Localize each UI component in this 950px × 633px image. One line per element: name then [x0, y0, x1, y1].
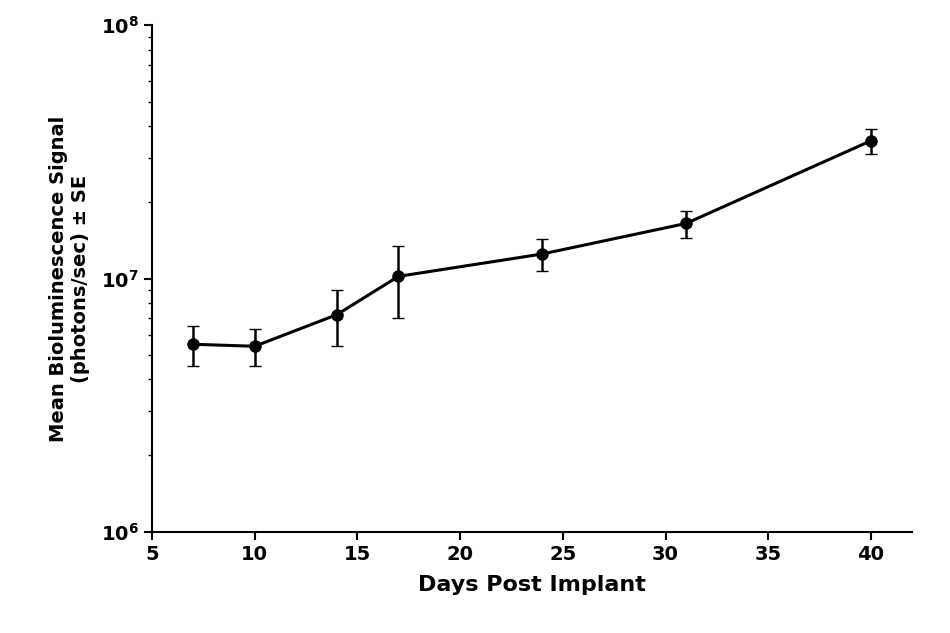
- Y-axis label: Mean Bioluminescence Signal
(photons/sec) ± SE: Mean Bioluminescence Signal (photons/sec…: [48, 115, 89, 442]
- X-axis label: Days Post Implant: Days Post Implant: [418, 575, 646, 595]
